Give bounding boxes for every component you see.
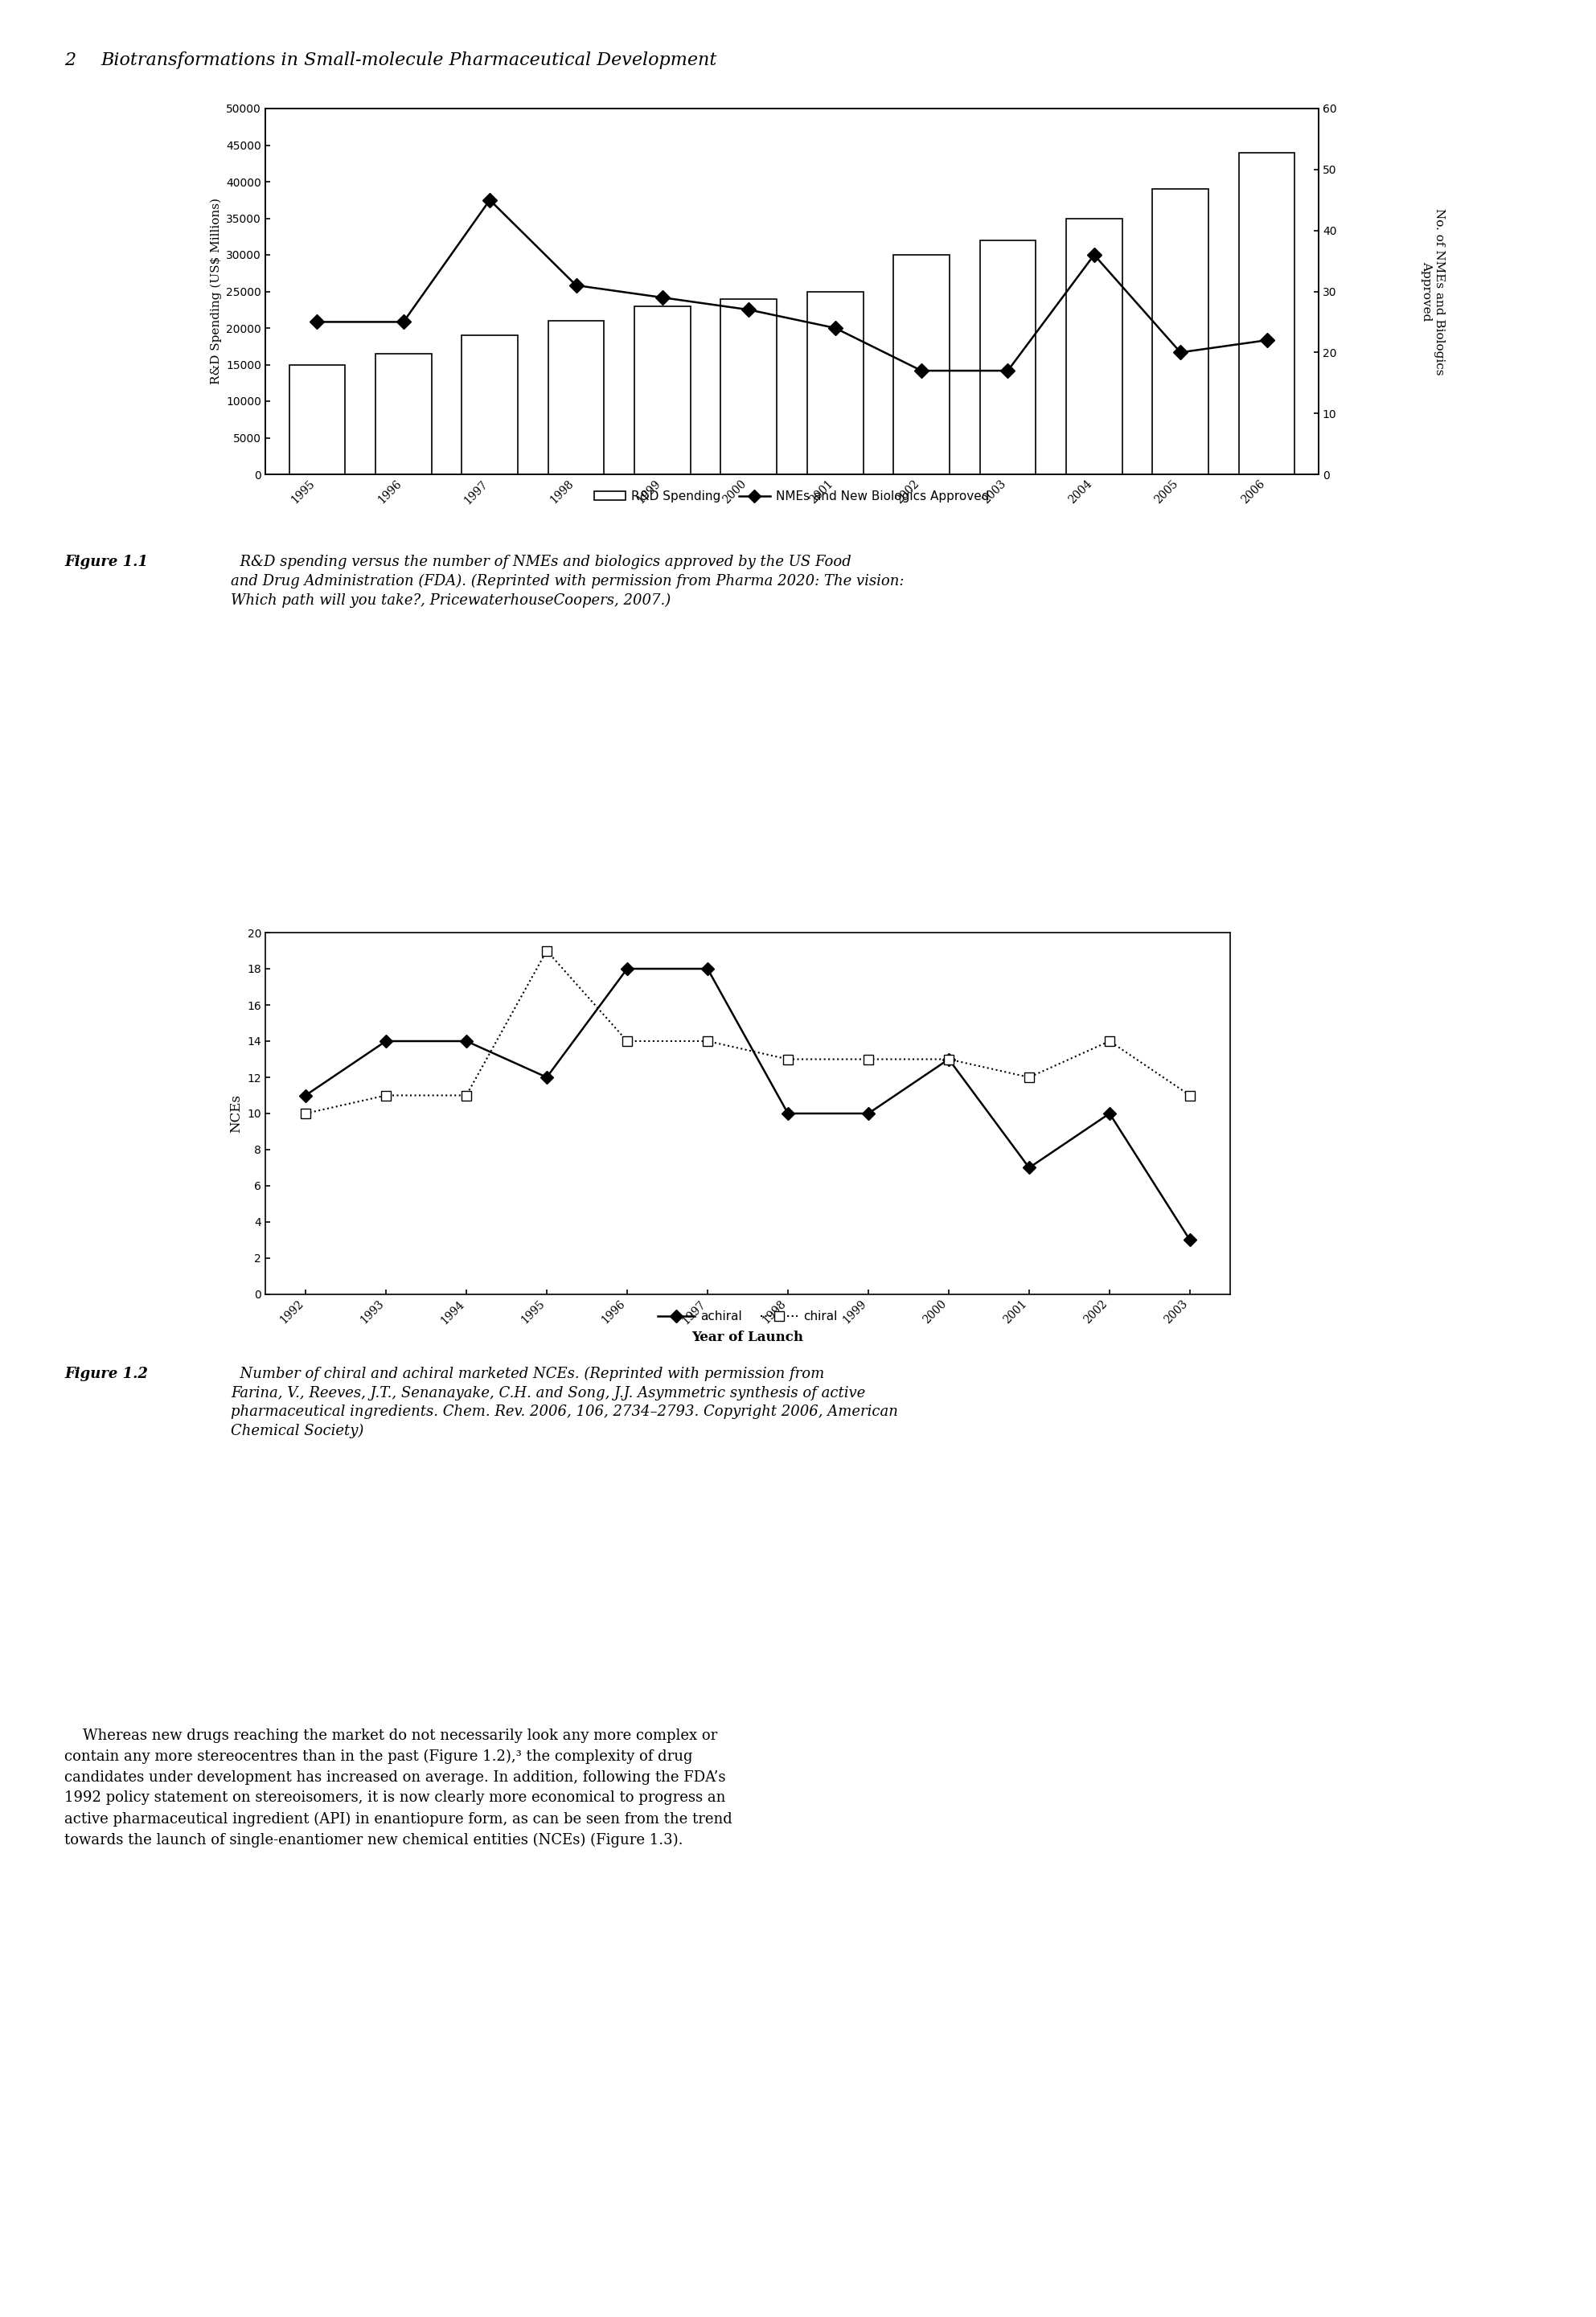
Bar bbox=[980, 241, 1036, 475]
Bar bbox=[1152, 190, 1208, 475]
Bar bbox=[375, 355, 431, 475]
Bar bbox=[461, 336, 517, 475]
Bar bbox=[721, 299, 777, 475]
Text: Number of chiral and achiral marketed NCEs. (Reprinted with permission from
Fari: Number of chiral and achiral marketed NC… bbox=[231, 1367, 899, 1439]
Y-axis label: NCEs: NCEs bbox=[228, 1094, 243, 1133]
X-axis label: Year of Launch: Year of Launch bbox=[693, 1330, 804, 1344]
Bar bbox=[1066, 218, 1122, 475]
Text: R&D spending versus the number of NMEs and biologics approved by the US Food
and: R&D spending versus the number of NMEs a… bbox=[231, 554, 903, 607]
Legend: R&D Spending, NMEs and New Biologics Approved: R&D Spending, NMEs and New Biologics App… bbox=[594, 491, 990, 503]
Bar bbox=[289, 364, 345, 475]
Text: Whereas new drugs reaching the market do not necessarily look any more complex o: Whereas new drugs reaching the market do… bbox=[64, 1728, 733, 1847]
Text: Biotransformations in Small-molecule Pharmaceutical Development: Biotransformations in Small-molecule Pha… bbox=[101, 51, 717, 70]
Bar bbox=[808, 292, 863, 475]
Bar bbox=[894, 255, 950, 475]
Text: Figure 1.1: Figure 1.1 bbox=[64, 554, 148, 570]
Bar bbox=[547, 320, 605, 475]
Bar bbox=[1238, 153, 1294, 475]
Legend: achiral, chiral: achiral, chiral bbox=[653, 1304, 843, 1328]
Bar bbox=[634, 306, 691, 475]
Y-axis label: No. of NMEs and Biologics
Approved: No. of NMEs and Biologics Approved bbox=[1420, 209, 1444, 375]
Text: Figure 1.2: Figure 1.2 bbox=[64, 1367, 148, 1381]
Y-axis label: R&D Spending (US$ Millions): R&D Spending (US$ Millions) bbox=[211, 199, 222, 385]
Text: 2: 2 bbox=[64, 51, 75, 70]
